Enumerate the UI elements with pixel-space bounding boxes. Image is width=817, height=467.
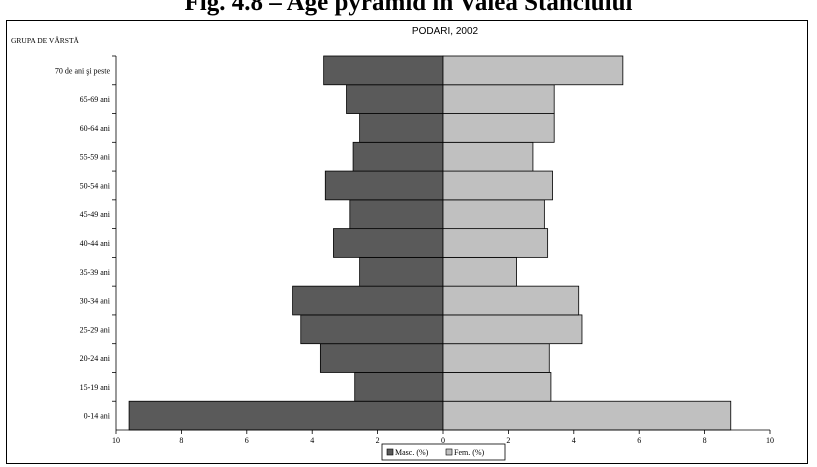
bar-female [442,343,550,373]
bar-male [319,343,444,373]
x-tick-label: 10 [766,436,774,445]
bar-male [128,400,444,431]
y-tick-label: 30-34 ani [80,297,111,306]
bar-male [324,170,444,201]
legend-swatch-female [445,448,453,456]
bar-female [442,400,732,431]
y-tick-label: 70 de ani şi peste [55,66,111,75]
y-tick-label: 55-59 ani [80,153,111,162]
bar-male [323,55,444,86]
y-tick-label: 65-69 ani [80,95,111,104]
y-tick-label: 0-14 ani [84,412,111,421]
x-tick-label: 6 [637,436,641,445]
x-tick-label: 6 [245,436,249,445]
y-axis-label: GRUPA DE VÂRSTĂ [11,35,80,45]
bar-female [442,372,552,402]
x-tick-label: 4 [310,436,314,445]
y-tick-label: 25-29 ani [80,325,111,334]
bar-male [359,113,444,143]
x-tick-label: 0 [441,436,445,445]
bar-male [354,372,444,402]
x-tick-label: 4 [572,436,576,445]
y-tick-label: 45-49 ani [80,210,111,219]
bar-female [442,84,555,114]
bar-female [442,170,553,201]
y-tick-label: 35-39 ani [80,268,111,277]
bar-female [442,285,580,316]
age-pyramid-chart: PODARI, 2002 GRUPA DE VÂRSTĂ 0-14 ani 15-19… [11,26,774,461]
figure-title: Fig. 4.8 – Age pyramid in Valea Stanciul… [184,0,633,16]
chart-area: PODARI, 2002 GRUPA DE VÂRSTĂ 0-14 ani 15-19… [6,20,808,464]
bar-female [442,228,549,258]
y-tick-label: 50-54 ani [80,181,111,190]
y-tick-label: 40-44 ani [80,239,111,248]
y-tick-label: 15-19 ani [80,383,111,392]
bar-female [442,141,534,172]
bar-male [300,314,444,345]
legend-label-female: Fem. (%) [454,448,485,457]
bar-female [442,199,545,230]
y-tick-label: 20-24 ani [80,354,111,363]
bar-female [442,55,624,86]
bar-male [333,228,444,258]
bar-female [442,113,555,143]
chart-title: PODARI, 2002 [412,26,479,37]
x-tick-label: 8 [179,436,183,445]
legend-label-male: Masc. (%) [395,448,429,457]
bar-male [359,256,444,287]
x-tick-label: 2 [376,436,380,445]
x-tick-label: 2 [506,436,510,445]
x-tick-label: 10 [112,436,120,445]
legend-box [381,443,506,461]
bar-male [349,199,444,230]
bar-female [442,314,583,345]
bar-male [292,285,444,316]
x-tick-label: 8 [703,436,707,445]
bar-male [352,141,444,172]
bar-female [442,256,517,287]
y-tick-label: 60-64 ani [80,124,111,133]
bar-male [346,84,444,114]
legend-swatch-male [386,448,394,456]
